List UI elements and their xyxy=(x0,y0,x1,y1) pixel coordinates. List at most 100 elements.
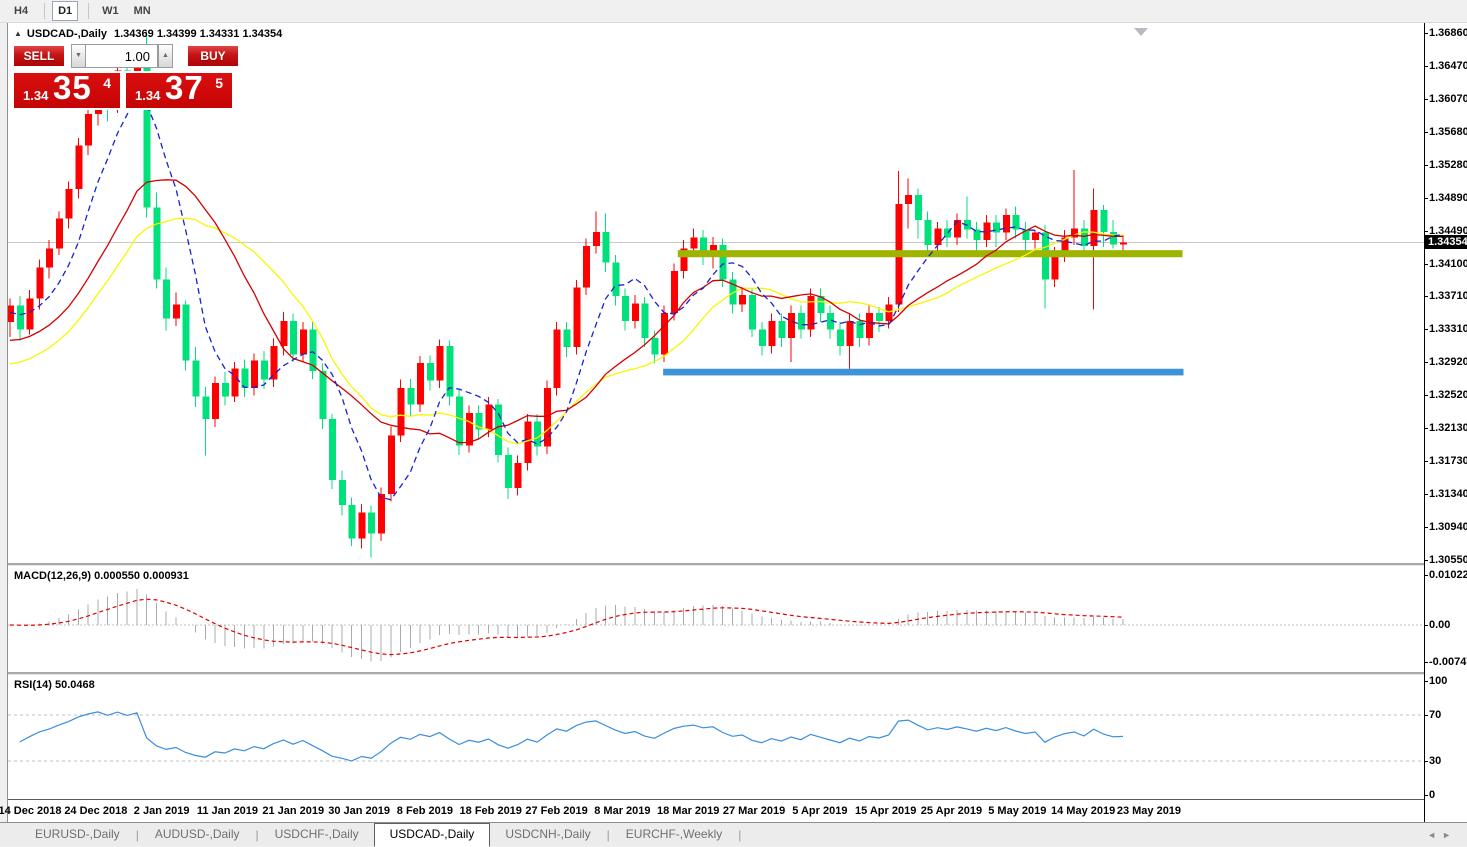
time-axis-label: 27 Mar 2019 xyxy=(722,805,786,817)
rsi-panel-canvas[interactable] xyxy=(8,674,1424,799)
candle-body xyxy=(1002,215,1010,233)
timeframe-button-h4[interactable]: H4 xyxy=(14,5,29,17)
timeframe-button-d1[interactable]: D1 xyxy=(52,1,79,21)
time-axis-label: 18 Mar 2019 xyxy=(656,805,720,817)
macd-axis-tick: -0.007477 xyxy=(1425,656,1467,668)
sell-price-tile[interactable]: 1.34 35 4 xyxy=(12,69,122,110)
candle-body xyxy=(75,145,83,190)
price-axis-tick: 1.30940 xyxy=(1425,521,1467,534)
current-price-tag: 1.34354 xyxy=(1425,235,1467,250)
candle-body xyxy=(36,267,44,299)
candle-body xyxy=(680,248,688,272)
chart-window: ▲ USDCAD-,Daily 1.34369 1.34399 1.34331 1.… xyxy=(0,23,1424,822)
macd-panel-canvas[interactable] xyxy=(8,565,1424,672)
price-chart-canvas[interactable] xyxy=(8,25,1424,563)
candle-body xyxy=(387,435,395,495)
macd-axis-tick: 0.00 xyxy=(1424,619,1451,631)
volume-increase-button[interactable]: ▲ xyxy=(158,44,173,68)
candle-body xyxy=(202,396,210,419)
candle-body xyxy=(758,329,766,347)
time-axis-label: 5 May 2019 xyxy=(988,805,1047,817)
candle-body xyxy=(397,387,405,436)
candle-body xyxy=(641,303,649,338)
candle-body xyxy=(290,321,298,355)
candle-body xyxy=(875,312,883,322)
macd-indicator-label: MACD(12,26,9) 0.000550 0.000931 xyxy=(14,570,189,582)
tab-scroll-right-icon[interactable]: ► xyxy=(1442,829,1457,840)
price-axis-tick: 1.36860 xyxy=(1425,27,1467,39)
chart-tab-usdcad[interactable]: USDCAD-,Daily xyxy=(373,823,491,847)
candle-body xyxy=(856,321,864,338)
candle-body xyxy=(592,231,600,246)
candle-body xyxy=(973,229,981,241)
candle-body xyxy=(583,245,591,288)
price-axis[interactable]: 1.36860 1.36470 1.36070 1.35680 1.35280 1.348… xyxy=(1424,23,1467,822)
buy-pipette: 5 xyxy=(215,75,223,91)
timeframe-button-mn[interactable]: MN xyxy=(133,5,151,17)
candle-body xyxy=(163,279,171,319)
candle-body xyxy=(504,454,512,489)
chart-tab-eurusd[interactable]: EURUSD-,Daily xyxy=(35,827,120,841)
candle-body xyxy=(1061,237,1069,255)
candle-body xyxy=(192,360,200,397)
candle-body xyxy=(651,337,659,355)
candle-body xyxy=(514,463,522,489)
candle-body xyxy=(338,479,346,505)
candle-body xyxy=(983,222,991,241)
time-axis-label: 5 Apr 2019 xyxy=(792,805,848,817)
buy-button[interactable]: BUY xyxy=(186,44,240,68)
candle-body xyxy=(368,512,376,534)
buy-price-tile[interactable]: 1.34 37 5 xyxy=(124,69,234,110)
tab-scroll-left-icon[interactable]: ◄ xyxy=(1427,829,1443,840)
price-axis-tick: 1.36470 xyxy=(1425,59,1467,72)
rsi-axis-tick: 70 xyxy=(1424,709,1442,722)
time-axis-label: 14 May 2019 xyxy=(1051,805,1116,817)
candle-body xyxy=(407,387,415,405)
volume-input[interactable] xyxy=(85,44,158,68)
candle-body xyxy=(993,222,1001,233)
timeframe-toolbar: H4 D1 W1 MN xyxy=(0,0,1467,23)
macd-rsi-separator[interactable] xyxy=(8,672,1467,675)
volume-decrease-button[interactable]: ▼ xyxy=(71,44,86,68)
time-axis[interactable]: 14 Dec 2018 24 Dec 2018 2 Jan 2019 11 Jan 2… xyxy=(0,800,1424,822)
candle-body xyxy=(329,418,337,480)
chart-tab-usdchf[interactable]: USDCHF-,Daily xyxy=(274,827,359,841)
candle-body xyxy=(690,237,698,249)
collapse-trade-panel-icon[interactable]: ▲ xyxy=(14,29,22,38)
left-panel-edge[interactable] xyxy=(0,23,8,846)
chart-symbol-title: USDCAD-,Daily xyxy=(26,28,107,40)
chart-tab-audusd[interactable]: AUDUSD-,Daily xyxy=(154,827,240,841)
candle-body xyxy=(778,321,786,338)
time-axis-label: 24 Dec 2018 xyxy=(64,805,128,817)
candle-body xyxy=(16,305,24,330)
candle-body xyxy=(251,360,259,388)
candle-body xyxy=(358,512,366,539)
chart-tab-usdcnh[interactable]: USDCNH-,Daily xyxy=(505,827,591,841)
fast-ma-line xyxy=(9,94,1124,501)
candle-body xyxy=(1090,210,1098,246)
sell-button[interactable]: SELL xyxy=(12,44,66,68)
candle-body xyxy=(26,298,34,330)
timeframe-button-w1[interactable]: W1 xyxy=(102,5,119,17)
tab-scroll-arrows: ◄► xyxy=(1427,830,1457,840)
candle-body xyxy=(495,404,503,455)
candle-body xyxy=(456,396,464,446)
candle-body xyxy=(270,346,278,380)
price-axis-tick: 1.34490 xyxy=(1425,224,1467,237)
candle-body xyxy=(153,207,161,280)
candle-body xyxy=(1080,228,1088,246)
tab-separator: | xyxy=(255,827,259,842)
price-macd-separator[interactable] xyxy=(8,563,1467,566)
time-axis-label: 25 Apr 2019 xyxy=(920,805,983,817)
time-axis-label: 30 Jan 2019 xyxy=(328,805,390,817)
candle-body xyxy=(524,421,532,464)
price-axis-tick: 1.33310 xyxy=(1425,323,1467,336)
candle-body xyxy=(602,231,610,263)
price-axis-tick: 1.32920 xyxy=(1425,356,1467,369)
candle-body xyxy=(446,346,454,397)
candle-body xyxy=(85,114,93,146)
tab-separator: | xyxy=(135,827,139,842)
tab-separator: | xyxy=(606,827,610,842)
candle-body xyxy=(55,218,63,249)
chart-tab-eurchf[interactable]: EURCHF-,Weekly xyxy=(625,827,723,841)
